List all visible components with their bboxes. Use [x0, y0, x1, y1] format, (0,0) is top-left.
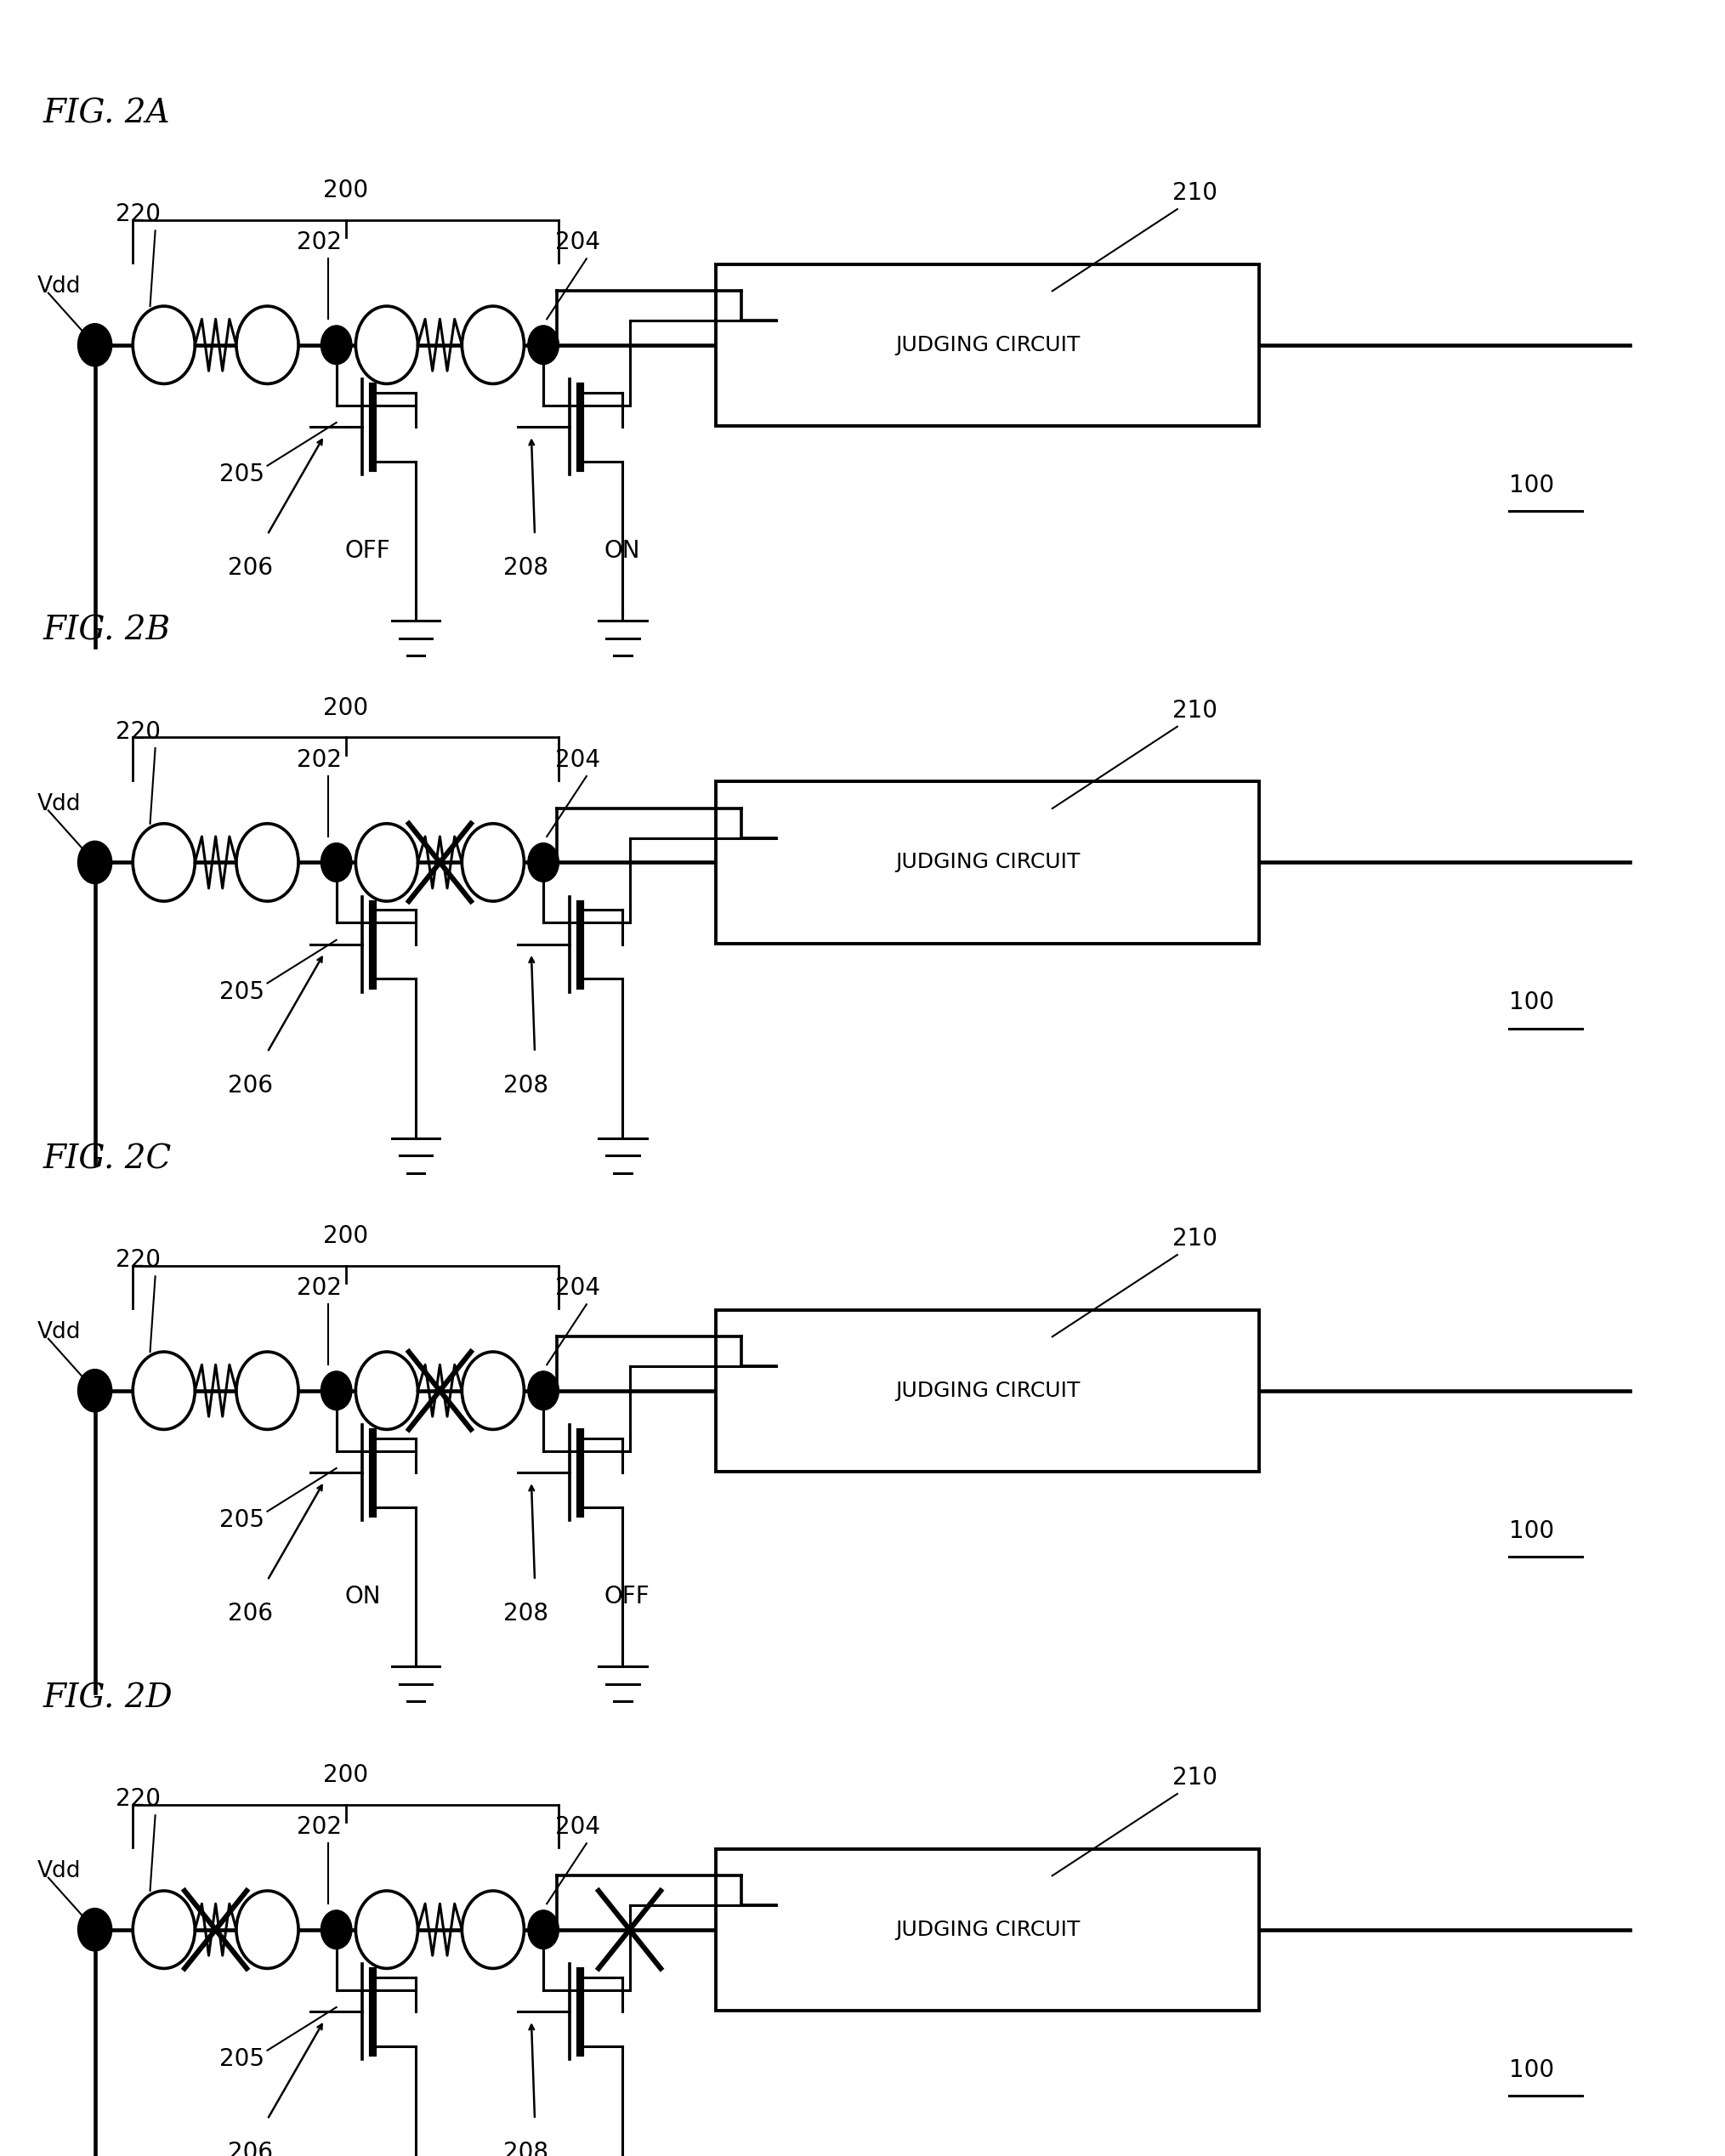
Text: 206: 206	[228, 556, 273, 580]
Text: ON: ON	[345, 1585, 381, 1608]
Circle shape	[528, 326, 559, 364]
Circle shape	[321, 1910, 352, 1949]
Text: FIG. 2C: FIG. 2C	[43, 1143, 172, 1175]
Text: 205: 205	[219, 1507, 264, 1533]
Text: 204: 204	[555, 1276, 600, 1300]
Text: 205: 205	[219, 461, 264, 487]
Circle shape	[78, 1369, 112, 1412]
Circle shape	[462, 824, 524, 901]
Circle shape	[355, 824, 417, 901]
Text: 202: 202	[297, 748, 342, 772]
Text: JUDGING CIRCUIT: JUDGING CIRCUIT	[895, 1380, 1080, 1401]
Text: 210: 210	[1171, 1227, 1218, 1250]
Text: 100: 100	[1509, 990, 1554, 1015]
Text: 210: 210	[1171, 181, 1218, 205]
Text: Vdd: Vdd	[38, 1322, 81, 1343]
Circle shape	[236, 306, 298, 384]
FancyBboxPatch shape	[716, 1311, 1259, 1470]
Text: 206: 206	[228, 1074, 273, 1097]
Text: 200: 200	[323, 179, 369, 203]
Text: 206: 206	[228, 1602, 273, 1626]
FancyBboxPatch shape	[716, 265, 1259, 427]
Text: 200: 200	[323, 696, 369, 720]
Text: 100: 100	[1509, 472, 1554, 498]
Text: 205: 205	[219, 979, 264, 1005]
Text: 208: 208	[504, 556, 549, 580]
Text: 204: 204	[555, 748, 600, 772]
Circle shape	[236, 1352, 298, 1429]
Text: 220: 220	[116, 203, 160, 226]
Text: 200: 200	[323, 1225, 369, 1248]
Circle shape	[321, 843, 352, 882]
Text: FIG. 2B: FIG. 2B	[43, 614, 171, 647]
Text: FIG. 2A: FIG. 2A	[43, 97, 171, 129]
Circle shape	[133, 824, 195, 901]
Circle shape	[133, 306, 195, 384]
Circle shape	[462, 306, 524, 384]
Circle shape	[236, 824, 298, 901]
Text: OFF: OFF	[345, 539, 390, 563]
Text: 208: 208	[504, 1602, 549, 1626]
Circle shape	[133, 1352, 195, 1429]
Text: OFF: OFF	[604, 1585, 649, 1608]
Circle shape	[462, 1352, 524, 1429]
Text: JUDGING CIRCUIT: JUDGING CIRCUIT	[895, 334, 1080, 356]
Circle shape	[78, 323, 112, 367]
Circle shape	[236, 1891, 298, 1968]
Circle shape	[78, 841, 112, 884]
FancyBboxPatch shape	[716, 783, 1259, 944]
Text: 204: 204	[555, 231, 600, 254]
Text: JUDGING CIRCUIT: JUDGING CIRCUIT	[895, 1919, 1080, 1940]
Text: Vdd: Vdd	[38, 276, 81, 298]
Text: 220: 220	[116, 720, 160, 744]
Circle shape	[528, 843, 559, 882]
FancyBboxPatch shape	[716, 1848, 1259, 2009]
Text: Vdd: Vdd	[38, 793, 81, 815]
Text: 202: 202	[297, 1815, 342, 1839]
Text: 206: 206	[228, 2141, 273, 2156]
Text: ON: ON	[604, 539, 640, 563]
Circle shape	[355, 1891, 417, 1968]
Text: 202: 202	[297, 231, 342, 254]
Circle shape	[78, 1908, 112, 1951]
Text: 204: 204	[555, 1815, 600, 1839]
Circle shape	[462, 1891, 524, 1968]
Text: 100: 100	[1509, 1518, 1554, 1544]
Text: 220: 220	[116, 1787, 160, 1811]
Circle shape	[321, 326, 352, 364]
Text: JUDGING CIRCUIT: JUDGING CIRCUIT	[895, 852, 1080, 873]
Circle shape	[133, 1891, 195, 1968]
Text: 210: 210	[1171, 1766, 1218, 1789]
Text: 100: 100	[1509, 2057, 1554, 2083]
Text: 210: 210	[1171, 699, 1218, 722]
Text: 220: 220	[116, 1248, 160, 1272]
Circle shape	[321, 1371, 352, 1410]
Text: 205: 205	[219, 2046, 264, 2072]
Circle shape	[355, 306, 417, 384]
Text: 208: 208	[504, 1074, 549, 1097]
Circle shape	[528, 1910, 559, 1949]
Text: FIG. 2D: FIG. 2D	[43, 1682, 172, 1714]
Text: Vdd: Vdd	[38, 1861, 81, 1882]
Text: 202: 202	[297, 1276, 342, 1300]
Text: 208: 208	[504, 2141, 549, 2156]
Text: 200: 200	[323, 1764, 369, 1787]
Circle shape	[528, 1371, 559, 1410]
Circle shape	[355, 1352, 417, 1429]
